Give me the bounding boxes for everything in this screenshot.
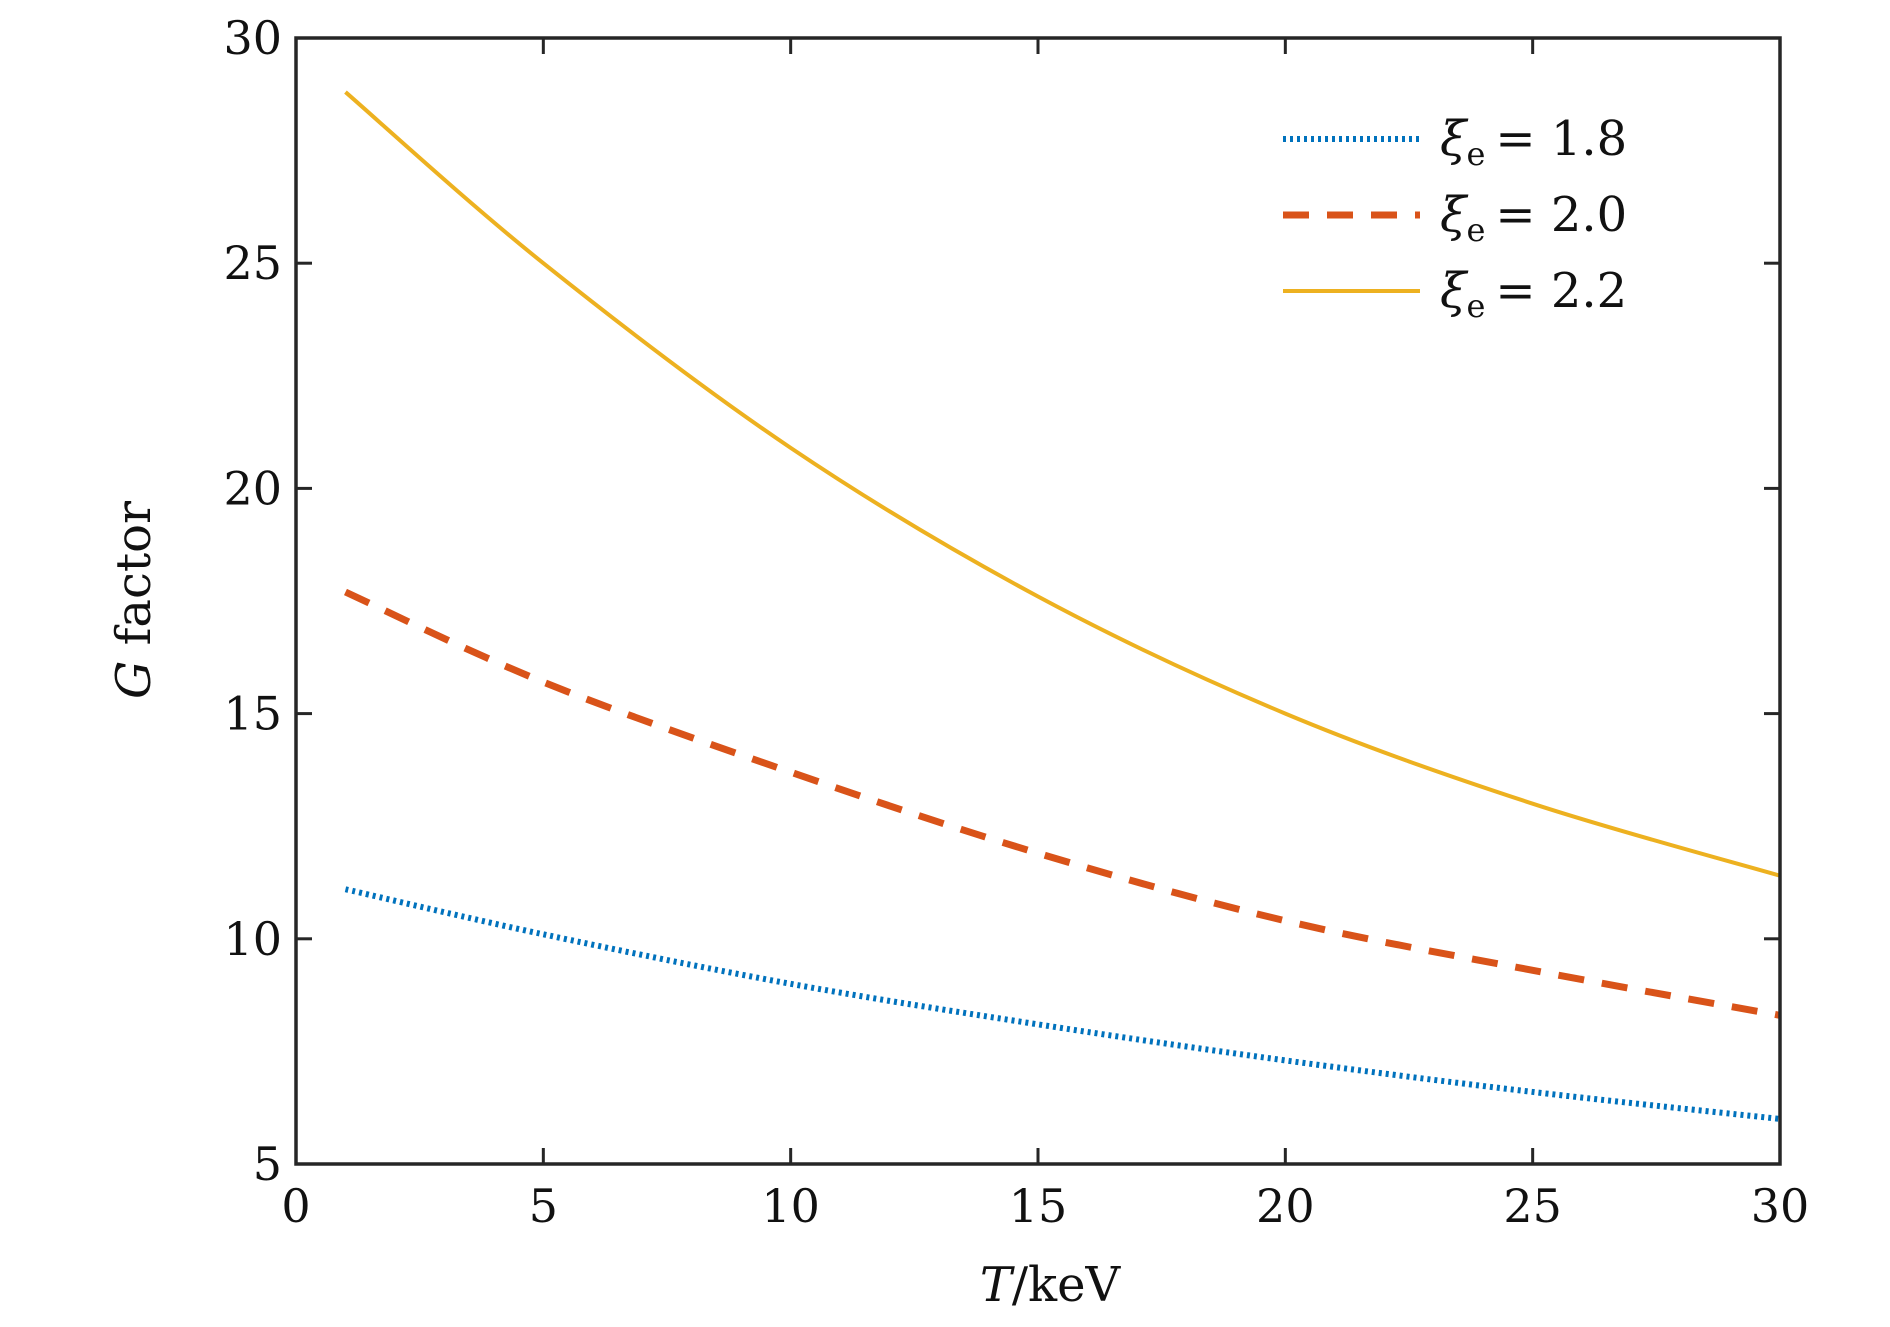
legend: ξe = 1.8ξe = 2.0ξe = 2.2 <box>1283 111 1627 325</box>
y-tick-label: 5 <box>253 1137 282 1191</box>
y-tick-label: 20 <box>223 461 282 515</box>
y-tick-label: 25 <box>223 236 282 290</box>
legend-subscript: e <box>1466 135 1485 173</box>
legend-label-2: ξe = 2.0 <box>1440 187 1627 249</box>
legend-symbol: ξ <box>1440 111 1469 167</box>
x-axis-title: T/keV <box>980 1257 1122 1313</box>
legend-relation: = 2.0 <box>1495 187 1627 243</box>
y-axis-title-rest: factor <box>106 501 162 661</box>
series-line-2 <box>344 588 1781 1019</box>
series-line-3 <box>344 90 1781 878</box>
x-axis-title-rest: /keV <box>1012 1257 1122 1313</box>
legend-subscript: e <box>1466 211 1485 249</box>
x-tick-label: 15 <box>1009 1179 1068 1233</box>
x-tick-label: 0 <box>281 1179 310 1233</box>
legend-label-1: ξe = 1.8 <box>1440 111 1627 173</box>
x-tick-label: 30 <box>1751 1179 1810 1233</box>
series-layer <box>344 90 1781 1122</box>
x-axis-title-var: T <box>980 1257 1015 1313</box>
x-tick-label: 20 <box>1256 1179 1315 1233</box>
x-tick-label: 5 <box>529 1179 558 1233</box>
y-tick-label: 10 <box>223 912 282 966</box>
y-tick-label: 15 <box>223 687 282 741</box>
legend-subscript: e <box>1466 287 1485 325</box>
x-tick-label: 10 <box>761 1179 820 1233</box>
y-axis-title-var: G <box>106 661 162 699</box>
legend-relation: = 2.2 <box>1495 263 1627 319</box>
legend-label-3: ξe = 2.2 <box>1440 263 1627 325</box>
y-tick-label: 30 <box>223 11 282 65</box>
legend-symbol: ξ <box>1440 263 1469 319</box>
series-line-1 <box>344 886 1781 1122</box>
legend-symbol: ξ <box>1440 187 1469 243</box>
y-axis-title: G factor <box>106 501 162 699</box>
x-tick-label: 25 <box>1503 1179 1562 1233</box>
legend-relation: = 1.8 <box>1495 111 1627 167</box>
